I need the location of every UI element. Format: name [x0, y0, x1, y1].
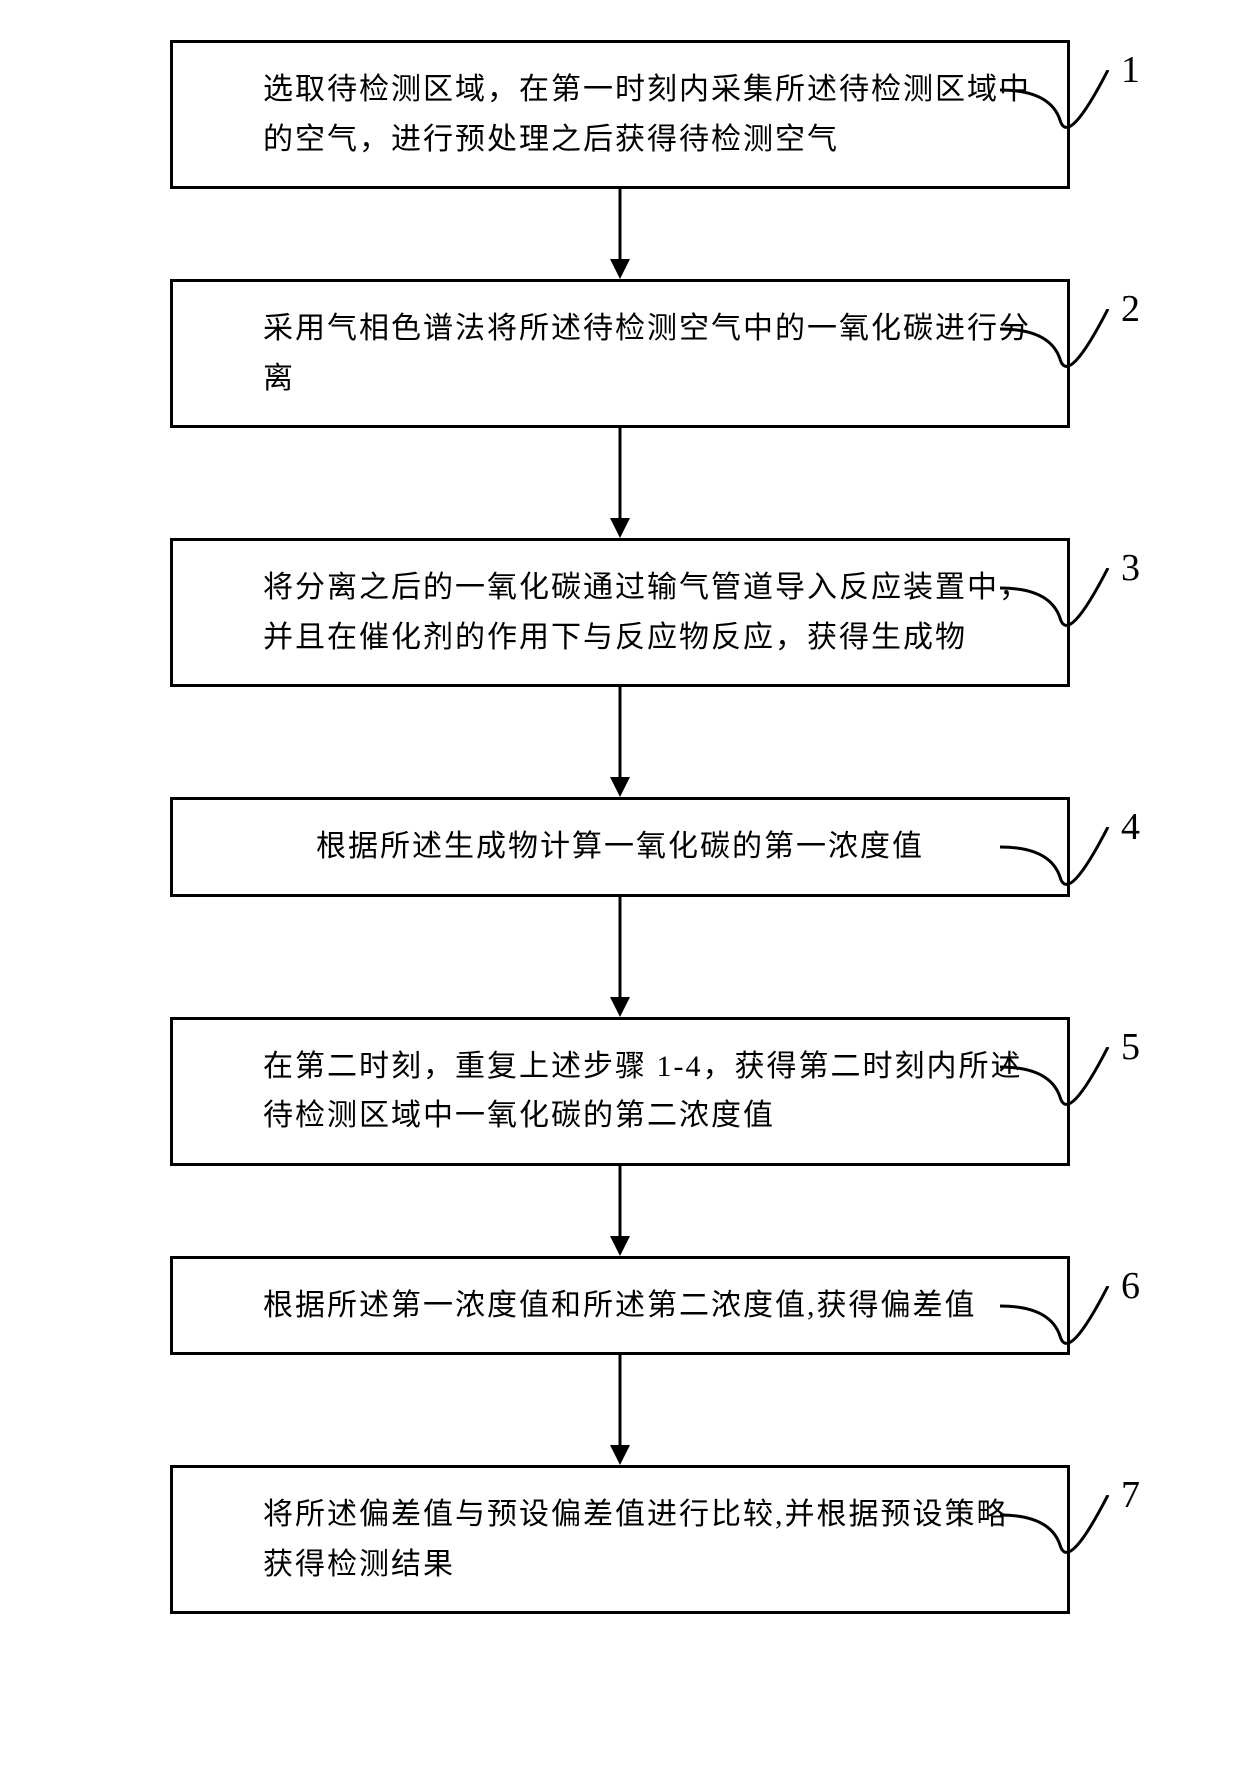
- flow-step: 根据所述第一浓度值和所述第二浓度值,获得偏差值 6: [70, 1256, 1170, 1356]
- step-box: 将分离之后的一氧化碳通过输气管道导入反应装置中，并且在催化剂的作用下与反应物反应…: [170, 538, 1070, 687]
- step-text: 将分离之后的一氧化碳通过输气管道导入反应装置中，并且在催化剂的作用下与反应物反应…: [263, 571, 1031, 654]
- flow-arrow: [70, 1355, 1170, 1465]
- step-number: 3: [1121, 546, 1140, 590]
- step-text: 将所述偏差值与预设偏差值进行比较,并根据预设策略获得检测结果: [263, 1498, 1009, 1581]
- step-connector-icon: [1000, 70, 1110, 150]
- step-box: 选取待检测区域，在第一时刻内采集所述待检测区域中的空气，进行预处理之后获得待检测…: [170, 40, 1070, 189]
- flow-step: 将所述偏差值与预设偏差值进行比较,并根据预设策略获得检测结果 7: [70, 1465, 1170, 1614]
- flow-arrow: [70, 1166, 1170, 1256]
- flow-arrow: [70, 897, 1170, 1017]
- step-connector-icon: [1000, 309, 1110, 389]
- flow-arrow: [70, 189, 1170, 279]
- flow-arrow: [70, 428, 1170, 538]
- step-connector-icon: [1000, 827, 1110, 907]
- step-text: 采用气相色谱法将所述待检测空气中的一氧化碳进行分离: [263, 312, 1031, 395]
- step-box: 将所述偏差值与预设偏差值进行比较,并根据预设策略获得检测结果: [170, 1465, 1070, 1614]
- step-connector-icon: [1000, 1047, 1110, 1127]
- step-number: 2: [1121, 287, 1140, 331]
- flow-arrow: [70, 687, 1170, 797]
- step-box: 采用气相色谱法将所述待检测空气中的一氧化碳进行分离: [170, 279, 1070, 428]
- flowchart-container: 选取待检测区域，在第一时刻内采集所述待检测区域中的空气，进行预处理之后获得待检测…: [70, 40, 1170, 1614]
- flow-step: 将分离之后的一氧化碳通过输气管道导入反应装置中，并且在催化剂的作用下与反应物反应…: [70, 538, 1170, 687]
- flow-step: 在第二时刻，重复上述步骤 1-4，获得第二时刻内所述待检测区域中一氧化碳的第二浓…: [70, 1017, 1170, 1166]
- step-number: 7: [1121, 1473, 1140, 1517]
- step-number: 1: [1121, 48, 1140, 92]
- step-text: 在第二时刻，重复上述步骤 1-4，获得第二时刻内所述待检测区域中一氧化碳的第二浓…: [263, 1050, 1023, 1133]
- step-number: 6: [1121, 1264, 1140, 1308]
- step-connector-icon: [1000, 568, 1110, 648]
- flow-step: 选取待检测区域，在第一时刻内采集所述待检测区域中的空气，进行预处理之后获得待检测…: [70, 40, 1170, 189]
- step-text: 选取待检测区域，在第一时刻内采集所述待检测区域中的空气，进行预处理之后获得待检测…: [263, 73, 1031, 156]
- step-connector-icon: [1000, 1495, 1110, 1575]
- step-box: 根据所述生成物计算一氧化碳的第一浓度值: [170, 797, 1070, 897]
- flow-step: 根据所述生成物计算一氧化碳的第一浓度值 4: [70, 797, 1170, 897]
- step-box: 在第二时刻，重复上述步骤 1-4，获得第二时刻内所述待检测区域中一氧化碳的第二浓…: [170, 1017, 1070, 1166]
- step-connector-icon: [1000, 1286, 1110, 1366]
- flow-step: 采用气相色谱法将所述待检测空气中的一氧化碳进行分离 2: [70, 279, 1170, 428]
- step-text: 根据所述第一浓度值和所述第二浓度值,获得偏差值: [263, 1289, 977, 1322]
- step-text: 根据所述生成物计算一氧化碳的第一浓度值: [316, 830, 924, 863]
- step-number: 5: [1121, 1025, 1140, 1069]
- step-number: 4: [1121, 805, 1140, 849]
- step-box: 根据所述第一浓度值和所述第二浓度值,获得偏差值: [170, 1256, 1070, 1356]
